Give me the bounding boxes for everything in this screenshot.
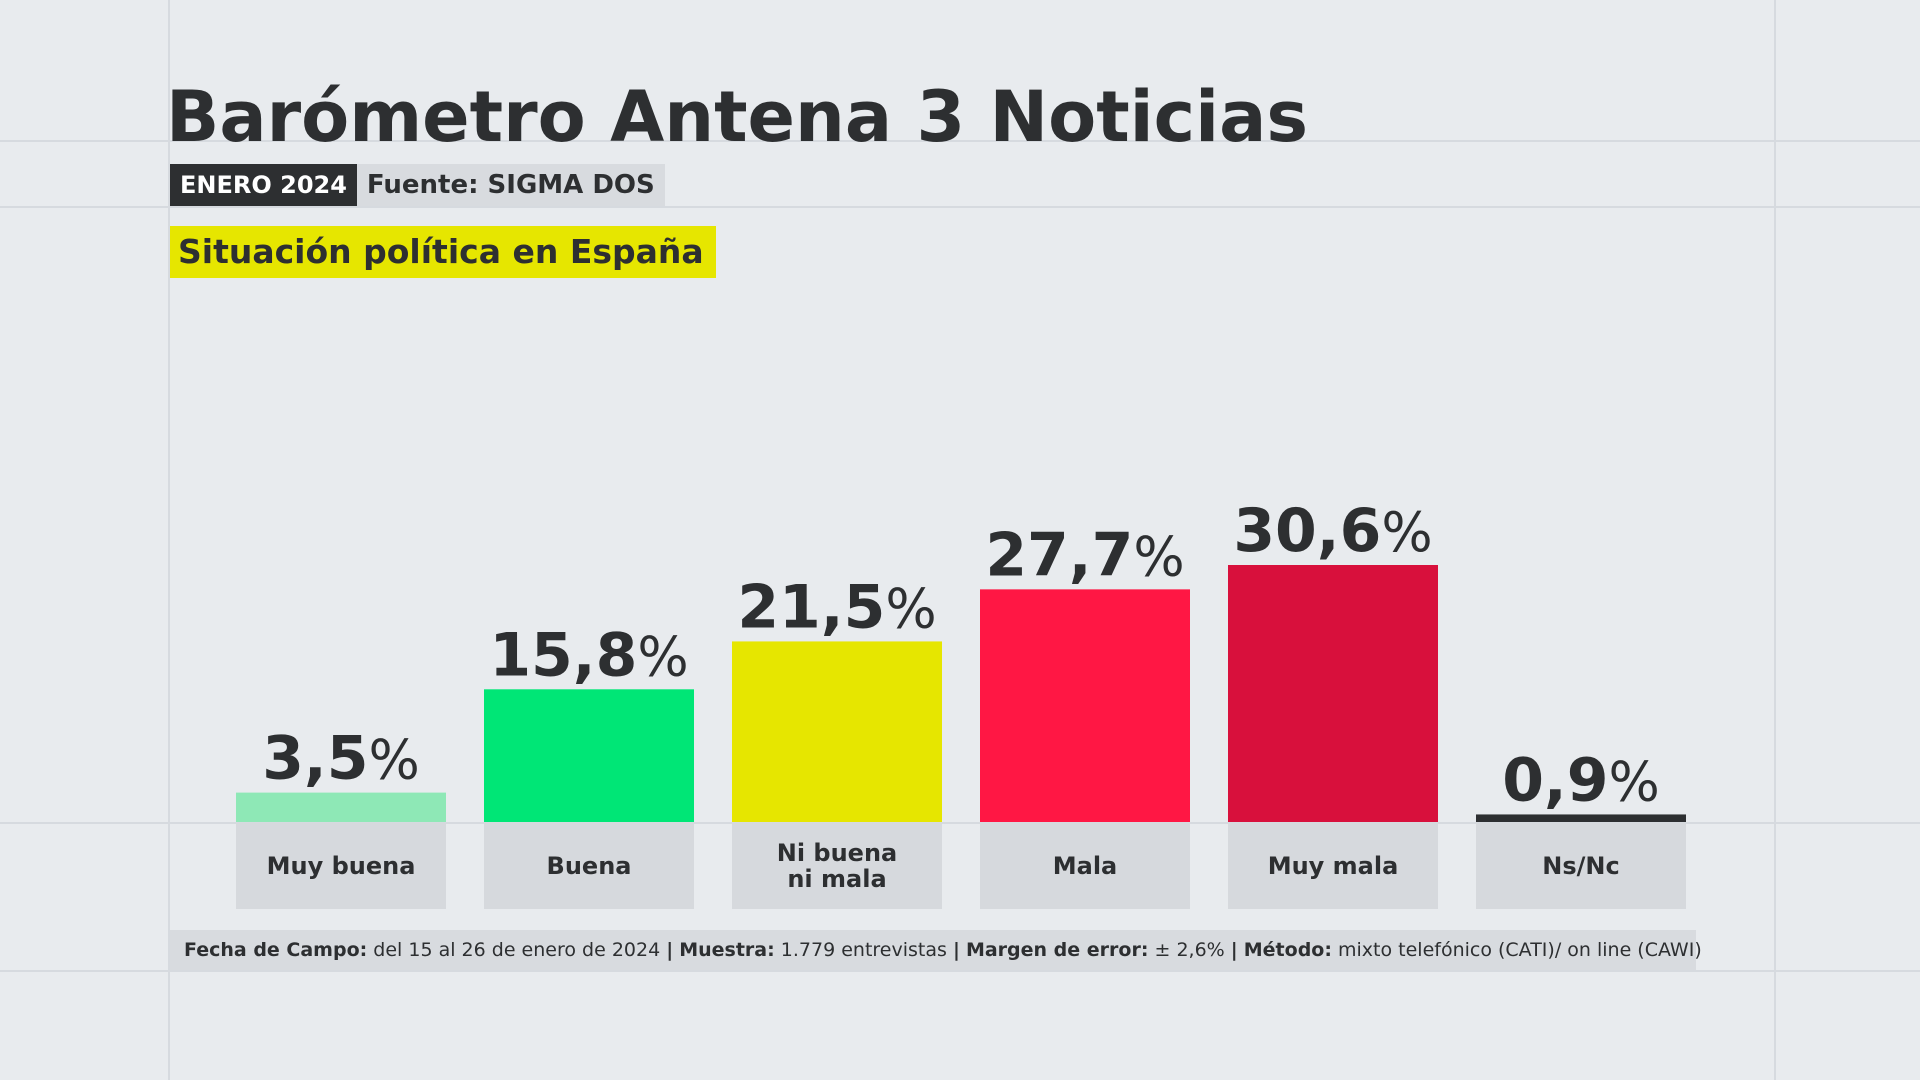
category-box: Ns/Nc (1476, 823, 1686, 909)
data-label: 3,5% (262, 724, 420, 794)
footer-note: Fecha de Campo: del 15 al 26 de enero de… (170, 930, 1702, 970)
tick-label: Muy buena (266, 852, 416, 880)
grid-line (0, 970, 1920, 972)
fecha-label: Fecha de Campo: (184, 939, 368, 961)
tick-label: Ni buena ni mala (776, 839, 898, 893)
metodo-label: Método: (1243, 939, 1332, 961)
metodo-value: mixto telefónico (CATI)/ on line (CAWI) (1338, 939, 1702, 961)
tick-label: Muy mala (1267, 852, 1399, 880)
data-label: 15,8% (489, 620, 688, 690)
bar (1228, 565, 1438, 822)
data-label: 27,7% (985, 520, 1184, 590)
bar (484, 689, 694, 822)
source-label: Fuente: SIGMA DOS (356, 164, 665, 206)
category-box: Mala (980, 823, 1190, 909)
tick-label: Buena (546, 852, 632, 880)
margen-label: Margen de error: (965, 939, 1149, 961)
grid-line (1774, 0, 1776, 1080)
category-box: Muy mala (1228, 823, 1438, 909)
page-title: Barómetro Antena 3 Noticias (166, 76, 1309, 158)
bar (236, 792, 446, 822)
category-box: Buena (484, 823, 694, 909)
separator: | (952, 939, 960, 961)
margen-value: ± 2,6% (1154, 939, 1225, 961)
fecha-value: del 15 al 26 de enero de 2024 (373, 939, 661, 961)
grid-line (168, 0, 170, 1080)
tick-label: Mala (1052, 852, 1118, 880)
grid-line (0, 822, 1920, 824)
bar (1476, 814, 1686, 822)
bar (980, 589, 1190, 822)
data-label: 0,9% (1502, 745, 1660, 815)
separator: | (666, 939, 674, 961)
data-label: 21,5% (737, 572, 936, 642)
subtitle-row: ENERO 2024 Fuente: SIGMA DOS (170, 164, 665, 206)
grid-line (0, 206, 1920, 208)
date-badge: ENERO 2024 (170, 164, 357, 206)
separator: | (1230, 939, 1238, 961)
category-box: Muy buena (236, 823, 446, 909)
bar (732, 641, 942, 822)
muestra-value: 1.779 entrevistas (780, 939, 947, 961)
muestra-label: Muestra: (679, 939, 775, 961)
category-box: Ni buena ni mala (732, 823, 942, 909)
chart-question: Situación política en España (170, 226, 716, 278)
tick-label: Ns/Nc (1542, 852, 1620, 880)
grid-line (0, 140, 1920, 142)
data-label: 30,6% (1233, 496, 1432, 566)
